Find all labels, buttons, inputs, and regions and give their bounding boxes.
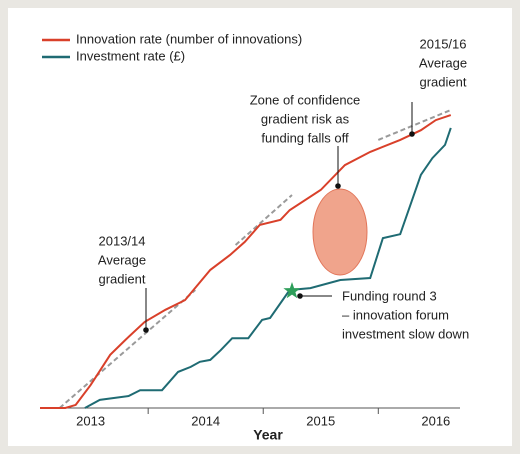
confidence-zone [312, 188, 368, 276]
annotation-text: – innovation forum [342, 307, 449, 322]
annotation-dot [409, 131, 415, 137]
annotation-text: Zone of confidence [250, 92, 361, 107]
annotation-text: funding falls off [261, 130, 349, 145]
legend-label: Investment rate (£) [76, 48, 185, 63]
annotation-text: gradient [99, 271, 146, 286]
annotation-text: Average [419, 55, 467, 70]
x-axis-title: Year [253, 427, 283, 443]
series-line [40, 114, 452, 409]
annotation-text: investment slow down [342, 326, 469, 341]
x-tick-label: 2014 [191, 413, 220, 428]
annotation-text: 2013/14 [99, 233, 146, 248]
trend-line [377, 109, 452, 141]
annotation-dot [335, 183, 341, 189]
trend-line [58, 289, 196, 409]
series-line [84, 127, 452, 409]
x-tick-label: 2016 [421, 413, 450, 428]
annotation-text: Funding round 3 [342, 288, 437, 303]
annotation-dot [143, 327, 149, 333]
legend-label: Innovation rate (number of innovations) [76, 31, 302, 46]
annotation-text: 2015/16 [420, 36, 467, 51]
annotation-text: gradient [420, 74, 467, 89]
funding-star [283, 282, 301, 299]
trend-line [234, 194, 293, 246]
annotation-text: Average [98, 252, 146, 267]
annotation-text: gradient risk as [261, 111, 350, 126]
panel [8, 8, 512, 446]
x-tick-label: 2015 [306, 413, 335, 428]
annotation-dot [297, 293, 303, 299]
x-tick-label: 2013 [76, 413, 105, 428]
